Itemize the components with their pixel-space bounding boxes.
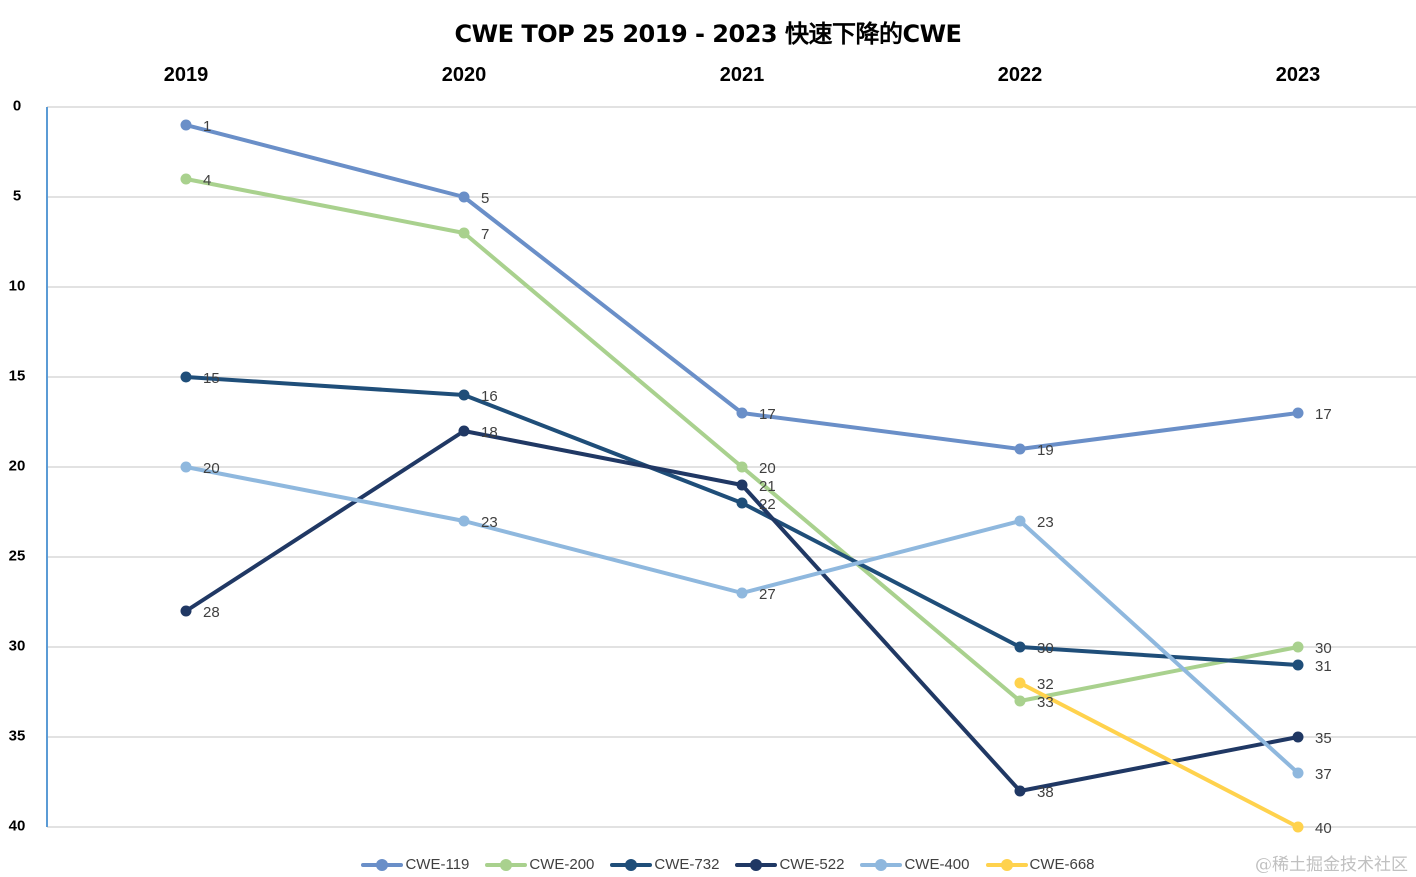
data-point (458, 191, 470, 203)
y-tick-label: 30 (8, 637, 26, 655)
data-point (1014, 515, 1026, 527)
data-point (180, 173, 192, 185)
y-tick-label: 5 (12, 187, 22, 205)
y-tick-label: 40 (8, 817, 26, 835)
data-point (1014, 695, 1026, 707)
data-point (458, 515, 470, 527)
data-label: 17 (759, 406, 776, 423)
data-label: 1 (203, 118, 211, 135)
data-label: 37 (1315, 766, 1332, 783)
legend-label: CWE-200 (529, 856, 595, 873)
watermark: @稀土掘金技术社区 (1255, 855, 1408, 875)
data-label: 4 (203, 172, 211, 189)
data-point (458, 227, 470, 239)
y-tick-label: 10 (8, 277, 26, 295)
chart-title: CWE TOP 25 2019 - 2023 快速下降的CWE (454, 20, 962, 48)
y-tick-label: 25 (8, 547, 26, 565)
y-tick-label: 35 (8, 727, 26, 745)
x-tick-label: 2022 (997, 64, 1043, 86)
data-point (458, 425, 470, 437)
data-label: 30 (1037, 640, 1054, 657)
legend-marker-icon (735, 858, 778, 871)
data-label: 32 (1037, 676, 1054, 693)
data-label: 7 (481, 226, 489, 243)
data-point (1014, 641, 1026, 653)
x-tick-label: 2019 (163, 64, 209, 86)
data-point (1292, 821, 1304, 833)
data-label: 27 (759, 586, 776, 603)
data-label: 31 (1315, 658, 1332, 675)
legend-marker-icon (985, 858, 1028, 871)
data-label: 30 (1315, 640, 1332, 657)
data-label: 23 (481, 514, 498, 531)
data-label: 17 (1315, 406, 1332, 423)
data-label: 19 (1037, 442, 1054, 459)
data-point (1292, 641, 1304, 653)
gridlines (47, 106, 1416, 828)
series-lines (180, 119, 1304, 833)
legend-item-cwe-522: CWE-522 (735, 856, 844, 873)
legend-marker-icon (860, 858, 903, 871)
series-cwe-200 (180, 173, 1304, 707)
data-label: 16 (481, 388, 498, 405)
series-cwe-732 (180, 371, 1304, 671)
data-point (736, 461, 748, 473)
legend-item-cwe-668: CWE-668 (985, 856, 1095, 873)
data-point (1292, 659, 1304, 671)
data-label: 21 (759, 478, 776, 495)
legend-item-cwe-732: CWE-732 (610, 856, 719, 873)
data-point (736, 497, 748, 509)
data-label: 20 (759, 460, 776, 477)
data-point (736, 479, 748, 491)
series-cwe-119 (180, 119, 1304, 455)
legend-label: CWE-732 (654, 856, 720, 873)
legend-marker-icon (610, 858, 653, 871)
y-tick-label: 20 (8, 457, 26, 475)
data-label: 22 (759, 496, 776, 513)
legend-label: CWE-668 (1029, 856, 1095, 873)
legend-marker-icon (485, 858, 528, 871)
data-label: 15 (203, 370, 220, 387)
data-point (736, 587, 748, 599)
data-point (1014, 677, 1026, 689)
legend-label: CWE-119 (405, 856, 470, 873)
legend-item-cwe-400: CWE-400 (860, 856, 970, 873)
series-cwe-522 (180, 425, 1304, 797)
data-point (1014, 443, 1026, 455)
y-tick-label: 0 (12, 97, 22, 115)
data-label: 38 (1037, 784, 1054, 801)
data-point (1292, 407, 1304, 419)
data-label: 18 (481, 424, 498, 441)
data-point (180, 371, 192, 383)
data-point (1292, 731, 1304, 743)
data-label: 23 (1037, 514, 1054, 531)
data-point (736, 407, 748, 419)
series-cwe-400 (180, 461, 1304, 779)
data-labels: 1517191747203330151622303128182138352023… (203, 118, 1332, 837)
data-label: 35 (1315, 730, 1332, 747)
data-point (1014, 785, 1026, 797)
x-tick-label: 2023 (1275, 64, 1321, 86)
data-point (458, 389, 470, 401)
legend-item-cwe-200: CWE-200 (485, 856, 594, 873)
data-point (180, 605, 192, 617)
data-label: 5 (481, 190, 489, 207)
x-tick-label: 2020 (441, 64, 487, 86)
data-label: 28 (203, 604, 220, 621)
legend-item-cwe-119: CWE-119 (361, 856, 469, 873)
legend: CWE-119 CWE-200 CWE-732 CWE-522 CWE-400 CWE-6… (0, 856, 1416, 873)
data-point (180, 119, 192, 131)
data-point (1292, 767, 1304, 779)
legend-label: CWE-522 (779, 856, 845, 873)
data-label: 20 (203, 460, 220, 477)
data-label: 40 (1315, 820, 1332, 837)
y-tick-label: 15 (8, 367, 26, 385)
legend-marker-icon (361, 858, 404, 871)
data-label: 33 (1037, 694, 1054, 711)
legend-label: CWE-400 (904, 856, 970, 873)
data-point (180, 461, 192, 473)
x-tick-label: 2021 (719, 64, 765, 86)
series-cwe-668 (1014, 677, 1304, 833)
